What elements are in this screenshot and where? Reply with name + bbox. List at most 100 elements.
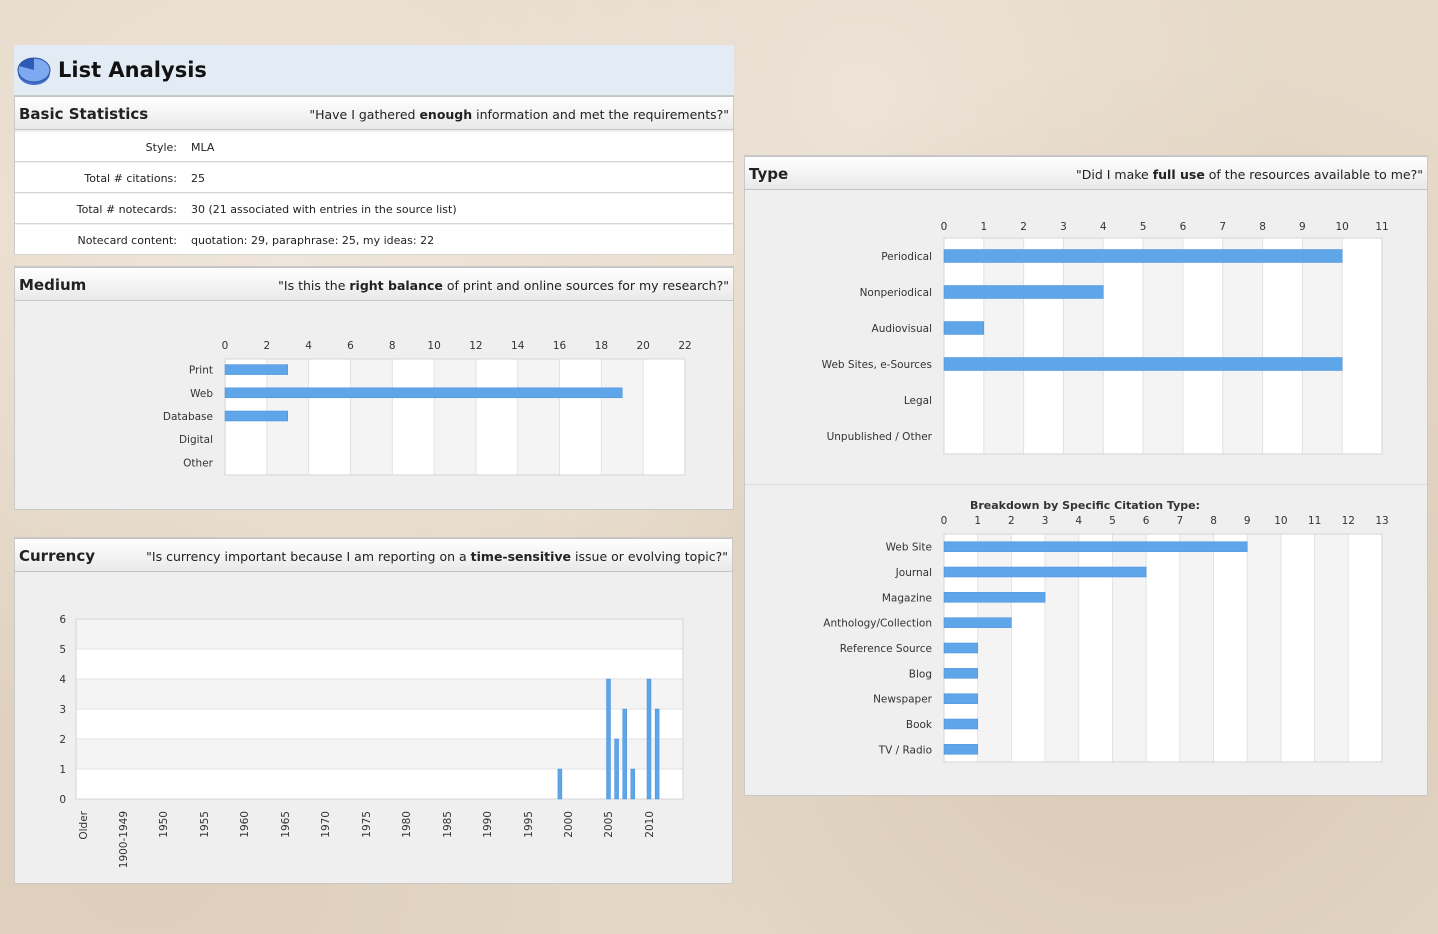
basic-statistics-title: Basic Statistics (19, 105, 149, 123)
grid-band (475, 359, 518, 475)
x-tick-label: 4 (1075, 515, 1082, 527)
pie-chart-icon (17, 57, 51, 85)
grid-band (1348, 534, 1382, 762)
x-tick-label: 1 (974, 515, 981, 527)
x-tick-label: 4 (1100, 221, 1107, 233)
x-tick-label: 10 (1274, 515, 1287, 527)
currency-chart: 0 1 2 3 4 5 6 Older 1900-1949 1950 1955 1960 1965 197… (59, 614, 684, 868)
y-tick-label: 6 (59, 614, 66, 626)
basic-statistics-header: Basic Statistics "Have I gathered enough… (15, 96, 733, 130)
bar (943, 744, 978, 755)
category-label: Blog (909, 668, 932, 680)
breakdown-chart: Breakdown by Specific Citation Type:0 1 2 3… (823, 499, 1389, 763)
currency-header: Currency "Is currency important because … (15, 538, 732, 572)
category-label: Anthology/Collection (823, 618, 932, 630)
x-tick-label: 6 (347, 340, 354, 352)
x-tick-label: 2 (1020, 221, 1027, 233)
y-tick-label: 1 (59, 764, 66, 776)
bar (654, 708, 660, 800)
type-panel: Type "Did I make full use of the resourc… (744, 155, 1428, 796)
plot-border (943, 237, 1383, 455)
bar (606, 678, 611, 800)
basic-statistics-question: "Have I gathered enough information and … (309, 107, 729, 122)
category-label: Print (189, 365, 213, 377)
bar (224, 364, 288, 375)
grid-band (1222, 238, 1263, 454)
x-tick-label: 1960 (239, 811, 251, 838)
x-tick-label: 1 (980, 221, 987, 233)
grid-band (76, 619, 683, 649)
grid-band (1213, 534, 1248, 762)
x-tick-label: 5 (1109, 515, 1116, 527)
bar (630, 768, 636, 800)
x-tick-label: 11 (1308, 515, 1321, 527)
category-label: Digital (179, 434, 213, 446)
medium-panel: Medium "Is this the right balance of pri… (14, 266, 734, 510)
bar (943, 592, 1046, 603)
bar (614, 738, 619, 800)
stat-value: MLA (191, 141, 215, 154)
category-label: Database (163, 411, 213, 423)
grid-band (76, 709, 683, 739)
stat-row-citations: Total # citations: 25 (15, 163, 733, 193)
x-tick-label: 22 (678, 340, 691, 352)
x-tick-label: 1950 (158, 811, 170, 838)
grid-band (76, 649, 683, 679)
currency-title: Currency (19, 547, 96, 565)
grid-band (1280, 534, 1315, 762)
category-label: Web Sites, e-Sources (822, 359, 932, 371)
stat-row-style: Style: MLA (15, 132, 733, 162)
x-tick-label: 3 (1042, 515, 1049, 527)
bar (943, 566, 1147, 578)
y-tick-label: 2 (59, 734, 66, 746)
x-tick-label: 10 (1335, 221, 1348, 233)
x-tick-label: 9 (1244, 515, 1251, 527)
stat-value: 30 (21 associated with entries in the so… (191, 203, 457, 216)
x-tick-label: 1995 (523, 811, 535, 838)
grid-band (1182, 238, 1223, 454)
type-question: "Did I make full use of the resources av… (1076, 167, 1423, 182)
bar (622, 708, 627, 800)
x-tick-label: 2000 (563, 811, 575, 838)
stat-row-notecard-content: Notecard content: quotation: 29, paraphr… (15, 225, 733, 255)
grid-band (643, 359, 685, 475)
bar (646, 678, 652, 800)
page-title: List Analysis (58, 58, 207, 82)
category-label: Other (183, 457, 213, 469)
x-tick-label: 1970 (320, 811, 332, 838)
grid-band (1143, 238, 1183, 454)
x-tick-label: 1955 (199, 811, 211, 838)
x-tick-label: 1985 (442, 811, 454, 838)
x-tick-label: 6 (1180, 221, 1187, 233)
stat-label: Style: (145, 141, 177, 154)
x-tick-label: 12 (1342, 515, 1355, 527)
grid-band (392, 359, 435, 475)
medium-chart: 0 2 4 6 8 10 12 14 16 18 20 22 Print Web Database Digit… (163, 340, 692, 476)
category-label: Magazine (882, 592, 932, 604)
y-tick-label: 4 (59, 674, 66, 686)
medium-question: "Is this the right balance of print and … (278, 278, 729, 293)
y-tick-label: 5 (59, 644, 66, 656)
grid-band (1103, 238, 1144, 454)
category-label: Unpublished / Other (827, 431, 933, 443)
grid-band (350, 359, 393, 475)
x-tick-label: 4 (305, 340, 312, 352)
medium-title: Medium (19, 276, 87, 294)
grid-band (434, 359, 476, 475)
x-tick-label: 2005 (603, 811, 615, 838)
grid-band (517, 359, 560, 475)
list-analysis-header: List Analysis (14, 45, 734, 95)
x-tick-label: 0 (941, 221, 948, 233)
category-label: Legal (904, 395, 932, 407)
bar (943, 285, 1104, 299)
x-tick-label: 1975 (361, 811, 373, 838)
bar (943, 617, 1012, 628)
grid-band (1063, 238, 1104, 454)
type-chart: 0 1 2 3 4 5 6 7 8 9 10 11 Periodical Nonperiodical Aud… (822, 221, 1389, 455)
stat-label: Notecard content: (77, 234, 177, 247)
category-label: TV / Radio (878, 744, 932, 756)
grid-band (944, 238, 984, 454)
category-label: Reference Source (840, 643, 932, 655)
y-tick-label: 3 (59, 704, 66, 716)
category-label: Web (190, 388, 213, 400)
